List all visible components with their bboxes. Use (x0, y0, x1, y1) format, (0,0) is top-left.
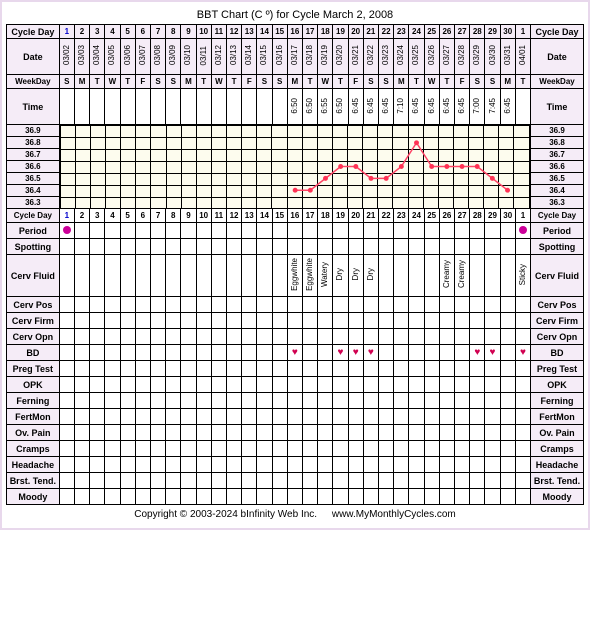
site-link[interactable]: www.MyMonthlyCycles.com (332, 509, 456, 520)
row-label: Time (7, 89, 60, 125)
row-label: Ferning (7, 393, 60, 409)
row-label: Cerv Fluid (7, 255, 60, 297)
row-label: Spotting (7, 239, 60, 255)
row-label-right: Cerv Fluid (531, 255, 584, 297)
bd-heart-icon: ♥ (353, 347, 359, 358)
row-label: Date (7, 39, 60, 75)
row-label-right: FertMon (531, 409, 584, 425)
bd-heart-icon: ♥ (368, 347, 374, 358)
row-label: Brst. Tend. (7, 473, 60, 489)
row-label-right: Cerv Opn (531, 329, 584, 345)
row-label: Headache (7, 457, 60, 473)
footer: Copyright © 2003-2024 bInfinity Web Inc.… (6, 505, 584, 524)
row-label: Ov. Pain (7, 425, 60, 441)
bbt-chart: BBT Chart (C º) for Cycle March 2, 2008 … (0, 0, 590, 530)
row-label-right: OPK (531, 377, 584, 393)
bd-heart-icon: ♥ (338, 347, 344, 358)
row-label: Period (7, 223, 60, 239)
bd-heart-icon: ♥ (490, 347, 496, 358)
period-marker (63, 226, 71, 234)
row-label-right: Moody (531, 489, 584, 505)
row-label-right: Period (531, 223, 584, 239)
row-label-right: Brst. Tend. (531, 473, 584, 489)
row-label: FertMon (7, 409, 60, 425)
row-label-right: WeekDay (531, 75, 584, 89)
period-marker (519, 226, 527, 234)
row-label-right: Time (531, 89, 584, 125)
bd-heart-icon: ♥ (292, 347, 298, 358)
row-label-right: Ov. Pain (531, 425, 584, 441)
row-label: Preg Test (7, 361, 60, 377)
chart-title: BBT Chart (C º) for Cycle March 2, 2008 (6, 6, 584, 24)
row-label: BD (7, 345, 60, 361)
row-label-right: Cycle Day (531, 25, 584, 39)
copyright-text: Copyright © 2003-2024 bInfinity Web Inc. (134, 509, 317, 520)
row-label-right: Spotting (531, 239, 584, 255)
row-label: OPK (7, 377, 60, 393)
row-label: WeekDay (7, 75, 60, 89)
row-label: Cramps (7, 441, 60, 457)
row-label-right: Cerv Firm (531, 313, 584, 329)
bd-heart-icon: ♥ (474, 347, 480, 358)
row-label-right: Headache (531, 457, 584, 473)
row-label-right: Preg Test (531, 361, 584, 377)
row-label: Cycle Day (7, 209, 60, 223)
row-label-right: Cerv Pos (531, 297, 584, 313)
row-label-right: Cramps (531, 441, 584, 457)
row-label: Cycle Day (7, 25, 60, 39)
row-label: Cerv Pos (7, 297, 60, 313)
chart-table: Cycle Day1234567891011121314151617181920… (6, 24, 584, 505)
row-label: Moody (7, 489, 60, 505)
row-label: Cerv Firm (7, 313, 60, 329)
row-label: Cerv Opn (7, 329, 60, 345)
row-label-right: Date (531, 39, 584, 75)
row-label-right: BD (531, 345, 584, 361)
row-label-right: Cycle Day (531, 209, 584, 223)
bd-heart-icon: ♥ (520, 347, 526, 358)
row-label-right: Ferning (531, 393, 584, 409)
